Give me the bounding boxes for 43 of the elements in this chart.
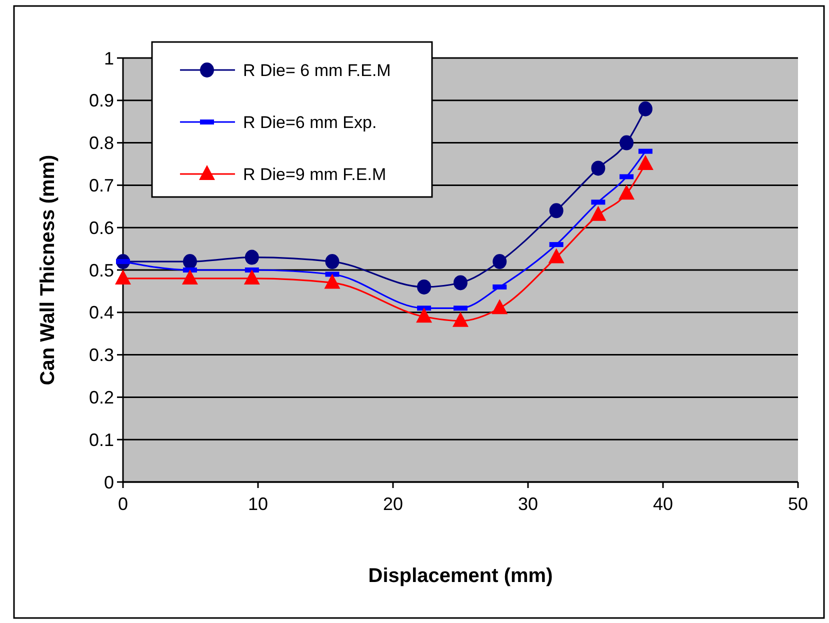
y-tick-label: 0.9 — [88, 90, 114, 111]
y-tick-label: 0.2 — [88, 388, 114, 408]
legend-label: R Die=9 mm F.E.M — [243, 164, 386, 184]
point — [638, 101, 652, 116]
x-tick-label: 0 — [118, 494, 128, 514]
point — [591, 160, 606, 176]
point — [492, 254, 507, 270]
legend-label: R Die=6 mm Exp. — [243, 112, 377, 132]
y-tick-label: 0.7 — [88, 176, 114, 196]
point — [454, 275, 468, 290]
point — [549, 203, 564, 218]
point — [637, 155, 654, 170]
point — [417, 279, 432, 294]
y-axis-title: Can Wall Thicness (mm) — [37, 154, 59, 386]
point — [618, 184, 635, 200]
point — [324, 274, 340, 289]
y-tick-label: 0.8 — [88, 133, 114, 154]
point — [548, 248, 564, 264]
y-tick-label: 0.3 — [88, 345, 114, 366]
point — [452, 312, 468, 327]
x-tick-label: 10 — [248, 494, 268, 514]
x-tick-label: 20 — [382, 494, 404, 514]
y-tick-label: 0 — [104, 472, 114, 492]
point — [416, 308, 432, 323]
y-tick-label: 0.6 — [88, 218, 114, 238]
point — [620, 135, 634, 150]
y-tick-label: 0.1 — [88, 430, 114, 450]
y-tick-label: 0.5 — [88, 260, 114, 280]
point — [244, 269, 260, 284]
point — [182, 254, 197, 270]
x-tick-label: 40 — [652, 494, 674, 514]
point — [590, 206, 606, 221]
legend-label: R Die= 6 mm F.E.M — [243, 60, 391, 80]
y-tick-label: 0.4 — [88, 302, 114, 323]
point — [115, 269, 131, 284]
point — [244, 250, 259, 265]
y-tick-label: 1 — [104, 48, 114, 68]
point — [492, 299, 508, 314]
point — [182, 269, 198, 284]
x-tick-label: 30 — [518, 494, 538, 514]
point — [325, 254, 340, 270]
x-axis-title: Displacement (mm) — [368, 565, 553, 587]
x-tick-label: 50 — [788, 494, 808, 514]
